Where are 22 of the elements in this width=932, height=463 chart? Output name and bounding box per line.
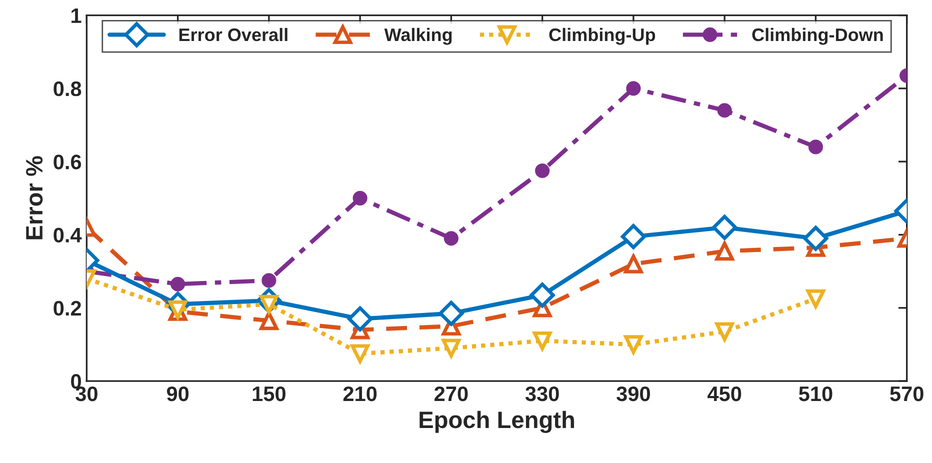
x-tick-label: 30 <box>76 386 98 402</box>
x-tick-label: 510 <box>798 386 832 402</box>
x-tick-label: 570 <box>890 386 924 402</box>
x-tick-label: 90 <box>166 386 189 402</box>
y-tick-label: 0.6 <box>54 154 82 170</box>
x-tick-label: 270 <box>434 386 468 402</box>
y-tick-label: 0.8 <box>54 81 82 96</box>
x-axis-title: Epoch Length <box>420 410 574 433</box>
legend-label: Climbing-Up <box>549 28 656 45</box>
x-tick-label: 150 <box>252 386 286 402</box>
legend-label: Error Overall <box>179 28 288 42</box>
x-tick-label: 330 <box>525 386 559 402</box>
x-tick-label: 210 <box>343 386 377 402</box>
y-axis-title: Error % <box>26 156 43 240</box>
y-tick-label: 1 <box>72 8 82 23</box>
x-tick-label: 390 <box>616 386 650 402</box>
y-tick-label: 0.4 <box>54 228 82 242</box>
legend-label: Walking <box>384 28 452 45</box>
x-tick-label: 450 <box>708 386 742 402</box>
y-tick-label: 0 <box>71 374 81 389</box>
y-tick-label: 0.2 <box>54 300 81 316</box>
legend-label: Climbing-Down <box>752 28 883 45</box>
